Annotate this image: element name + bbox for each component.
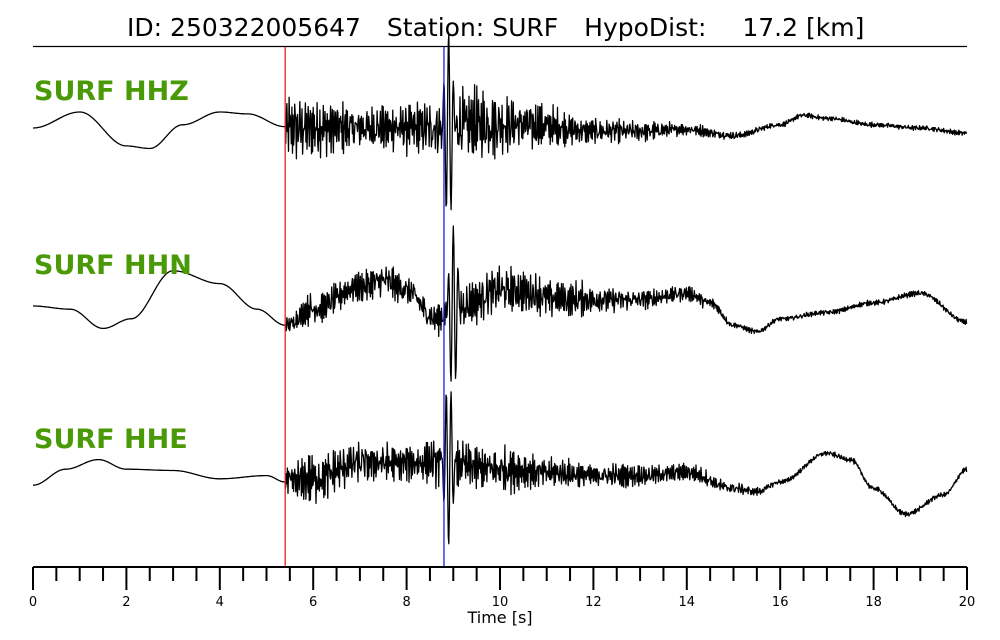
station-value: SURF: [492, 13, 558, 42]
tick-label: 2: [122, 595, 130, 610]
tick-label: 12: [585, 595, 602, 610]
hypodist-label: HypoDist:: [584, 13, 706, 42]
figure-title: ID: 250322005647 Station: SURF HypoDist: 17.2…: [127, 13, 864, 42]
trace-surf-hhz: [33, 33, 968, 211]
tick-label: 8: [402, 595, 410, 610]
traces-group: [33, 33, 968, 545]
time-axis-label: Time [s]: [466, 608, 532, 627]
event-id-label: ID:: [127, 13, 162, 42]
hypodist-unit: [km]: [806, 13, 864, 42]
tick-label: 0: [29, 595, 37, 610]
station-label: Station:: [387, 13, 484, 42]
tick-label: 20: [959, 595, 976, 610]
trace-surf-hhe: [33, 391, 968, 545]
hypodist-value: 17.2: [742, 13, 798, 42]
tick-label: 14: [679, 595, 696, 610]
tick-label: 18: [865, 595, 882, 610]
channel-label-hhe: SURF HHE: [34, 424, 188, 455]
event-id-value: 250322005647: [170, 13, 361, 42]
channel-label-hhn: SURF HHN: [34, 250, 192, 281]
tick-label: 10: [492, 595, 509, 610]
time-axis-ticks: 0 2 4 6 8 10 12 14 16 18 20: [29, 567, 975, 610]
tick-label: 6: [309, 595, 317, 610]
trace-surf-hhn: [33, 225, 968, 382]
tick-label: 16: [772, 595, 789, 610]
time-axis: 0 2 4 6 8 10 12 14 16 18 20 Time [s]: [29, 566, 975, 627]
tick-label: 4: [216, 595, 224, 610]
channel-label-hhz: SURF HHZ: [34, 76, 189, 107]
